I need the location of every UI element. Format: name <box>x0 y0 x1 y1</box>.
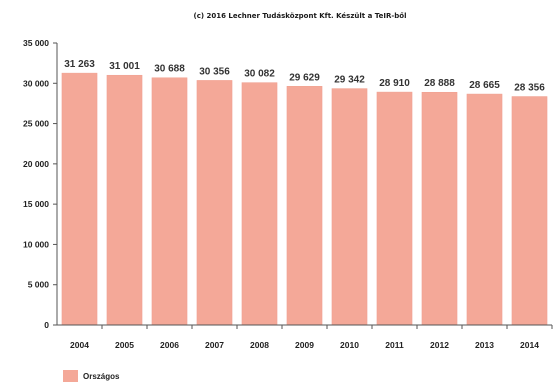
y-tick-label: 30 000 <box>23 78 49 88</box>
data-label: 29 629 <box>289 72 320 83</box>
x-tick-label: 2004 <box>70 340 89 350</box>
bar <box>106 74 143 326</box>
x-axis: 2004 2005 2006 2007 2008 2009 2010 2011 2012 2013… <box>70 325 553 350</box>
data-label: 28 888 <box>424 78 455 89</box>
data-label: 28 665 <box>469 80 500 91</box>
x-tick-label: 2008 <box>250 340 269 350</box>
bar <box>196 80 233 326</box>
bar <box>241 82 278 326</box>
x-tick-label: 2013 <box>475 340 494 350</box>
x-tick-label: 2006 <box>160 340 179 350</box>
legend-swatch <box>63 370 78 382</box>
bar <box>511 96 548 326</box>
data-label: 31 263 <box>64 59 95 70</box>
data-label: 30 688 <box>154 64 185 75</box>
bar <box>286 86 323 326</box>
legend: Országos <box>63 370 120 382</box>
legend-label: Országos <box>83 372 120 381</box>
data-label: 28 356 <box>514 83 545 94</box>
y-tick-label: 5 000 <box>28 280 50 290</box>
x-tick-label: 2007 <box>205 340 224 350</box>
y-tick-label: 20 000 <box>23 159 49 169</box>
chart-title: (c) 2016 Lechner Tudásközpont Kft. Készü… <box>194 11 407 20</box>
x-tick-label: 2011 <box>385 340 404 350</box>
x-tick-label: 2009 <box>295 340 314 350</box>
x-tick-label: 2005 <box>115 340 134 350</box>
data-label: 30 082 <box>244 69 275 80</box>
bar <box>331 88 368 326</box>
bar <box>61 72 98 326</box>
bar <box>151 77 188 326</box>
y-tick-label: 15 000 <box>23 199 49 209</box>
data-label: 31 001 <box>109 61 140 72</box>
bar <box>376 91 413 326</box>
y-tick-label: 35 000 <box>23 38 49 48</box>
data-label: 28 910 <box>379 78 410 89</box>
data-labels: 31 263 31 001 30 688 30 356 30 082 29 629 29 3… <box>64 59 545 93</box>
x-tick-label: 2012 <box>430 340 449 350</box>
y-tick-label: 10 000 <box>23 239 49 249</box>
y-axis: 0 5 000 10 000 15 000 20 000 25 000 30 000 35 0… <box>23 38 57 330</box>
y-tick-label: 25 000 <box>23 119 49 129</box>
data-label: 30 356 <box>199 66 230 77</box>
data-label: 29 342 <box>334 75 365 86</box>
bar <box>421 91 458 326</box>
y-tick-label: 0 <box>44 320 49 330</box>
bars <box>61 72 548 326</box>
bar <box>466 93 503 326</box>
x-tick-label: 2014 <box>520 340 539 350</box>
x-tick-label: 2010 <box>340 340 359 350</box>
